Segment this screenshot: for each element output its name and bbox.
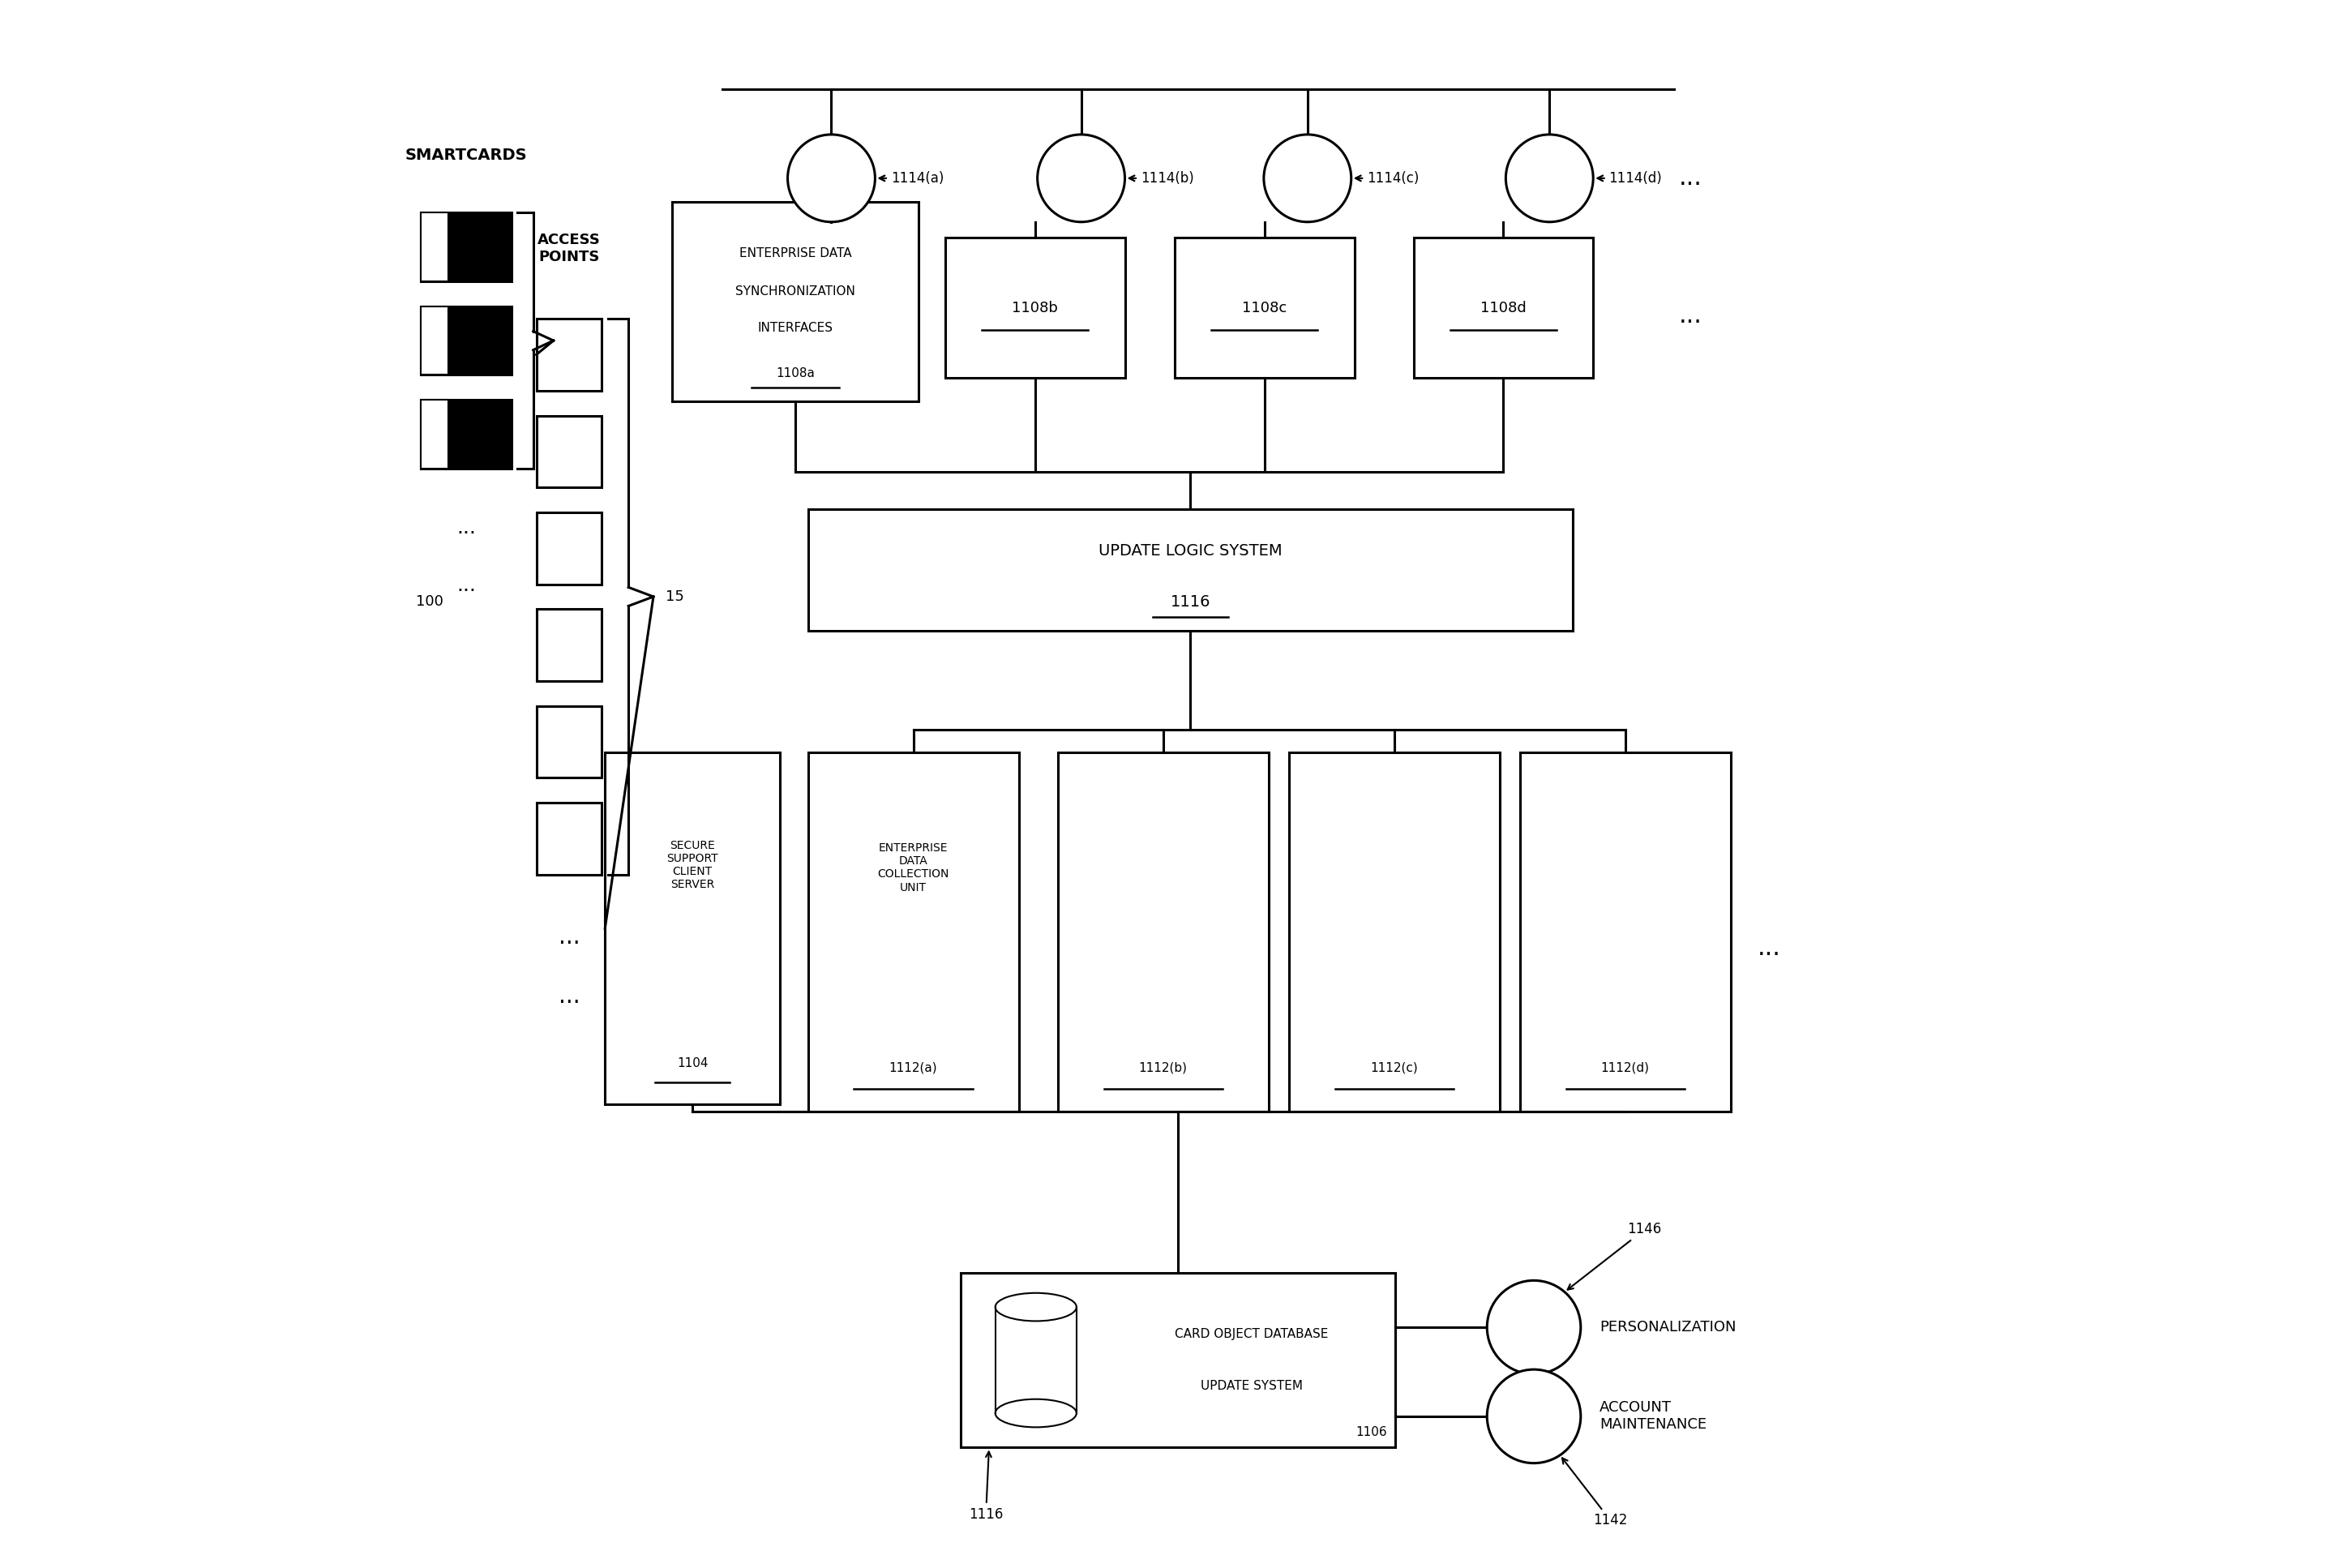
Text: ENTERPRISE DATA: ENTERPRISE DATA — [740, 248, 852, 260]
FancyBboxPatch shape — [537, 803, 602, 875]
Text: 1108c: 1108c — [1242, 301, 1286, 315]
Text: 1114(c): 1114(c) — [1356, 171, 1419, 185]
FancyBboxPatch shape — [962, 1273, 1396, 1447]
Text: 1114(b): 1114(b) — [1130, 171, 1193, 185]
FancyBboxPatch shape — [537, 416, 602, 488]
Text: 1112(d): 1112(d) — [1601, 1062, 1650, 1074]
FancyBboxPatch shape — [605, 753, 780, 1104]
Text: INTERFACES: INTERFACES — [759, 321, 833, 334]
Circle shape — [1036, 135, 1125, 223]
Text: ...: ... — [558, 925, 579, 949]
FancyBboxPatch shape — [537, 706, 602, 778]
Text: ACCOUNT
MAINTENANCE: ACCOUNT MAINTENANCE — [1599, 1400, 1706, 1432]
Circle shape — [1487, 1369, 1580, 1463]
Text: ...: ... — [1678, 304, 1701, 328]
FancyBboxPatch shape — [420, 213, 448, 281]
FancyBboxPatch shape — [1519, 753, 1729, 1112]
Text: UPDATE LOGIC SYSTEM: UPDATE LOGIC SYSTEM — [1099, 543, 1281, 558]
FancyBboxPatch shape — [1288, 753, 1498, 1112]
Text: 1108a: 1108a — [775, 367, 815, 379]
FancyBboxPatch shape — [537, 608, 602, 681]
Text: 1112(c): 1112(c) — [1370, 1062, 1419, 1074]
Text: 100: 100 — [415, 594, 443, 608]
Text: ...: ... — [1678, 166, 1701, 190]
FancyBboxPatch shape — [1057, 753, 1267, 1112]
FancyBboxPatch shape — [1174, 238, 1354, 378]
FancyBboxPatch shape — [537, 318, 602, 390]
Text: 1142: 1142 — [1561, 1458, 1627, 1527]
Text: ACCESS
POINTS: ACCESS POINTS — [537, 232, 600, 265]
FancyBboxPatch shape — [672, 202, 920, 401]
Text: SECURE
SUPPORT
CLIENT
SERVER: SECURE SUPPORT CLIENT SERVER — [668, 840, 719, 891]
Text: SYNCHRONIZATION: SYNCHRONIZATION — [735, 285, 854, 298]
FancyBboxPatch shape — [420, 400, 511, 469]
Text: SMARTCARDS: SMARTCARDS — [406, 147, 527, 163]
Text: PERSONALIZATION: PERSONALIZATION — [1599, 1320, 1736, 1334]
FancyBboxPatch shape — [945, 238, 1125, 378]
Ellipse shape — [994, 1294, 1076, 1322]
Text: 1114(a): 1114(a) — [880, 171, 943, 185]
Text: 1112(a): 1112(a) — [889, 1062, 938, 1074]
Text: 1146: 1146 — [1568, 1221, 1662, 1289]
Text: 1112(b): 1112(b) — [1139, 1062, 1188, 1074]
FancyBboxPatch shape — [420, 213, 511, 281]
Text: ...: ... — [558, 985, 579, 1008]
FancyBboxPatch shape — [808, 753, 1018, 1112]
Text: ...: ... — [457, 519, 476, 538]
Text: ...: ... — [1758, 936, 1781, 960]
Text: 1108d: 1108d — [1480, 301, 1526, 315]
Ellipse shape — [994, 1399, 1076, 1427]
Text: 1106: 1106 — [1356, 1425, 1386, 1438]
FancyBboxPatch shape — [1414, 238, 1594, 378]
Text: ENTERPRISE
DATA
COLLECTION
UNIT: ENTERPRISE DATA COLLECTION UNIT — [878, 842, 950, 894]
Text: 1114(d): 1114(d) — [1596, 171, 1662, 185]
FancyBboxPatch shape — [537, 513, 602, 585]
Circle shape — [787, 135, 875, 223]
Circle shape — [1487, 1281, 1580, 1374]
FancyBboxPatch shape — [420, 306, 448, 375]
Circle shape — [1505, 135, 1594, 223]
Text: 1116: 1116 — [969, 1452, 1004, 1521]
FancyBboxPatch shape — [420, 400, 448, 469]
FancyBboxPatch shape — [808, 510, 1573, 630]
FancyBboxPatch shape — [420, 306, 511, 375]
Circle shape — [1263, 135, 1351, 223]
Text: 1104: 1104 — [677, 1057, 707, 1069]
Text: 1116: 1116 — [1169, 594, 1211, 610]
Text: 1108b: 1108b — [1013, 301, 1057, 315]
Text: CARD OBJECT DATABASE: CARD OBJECT DATABASE — [1174, 1328, 1328, 1341]
Text: UPDATE SYSTEM: UPDATE SYSTEM — [1200, 1380, 1302, 1392]
Text: ...: ... — [457, 575, 476, 596]
Text: 15: 15 — [665, 590, 684, 604]
